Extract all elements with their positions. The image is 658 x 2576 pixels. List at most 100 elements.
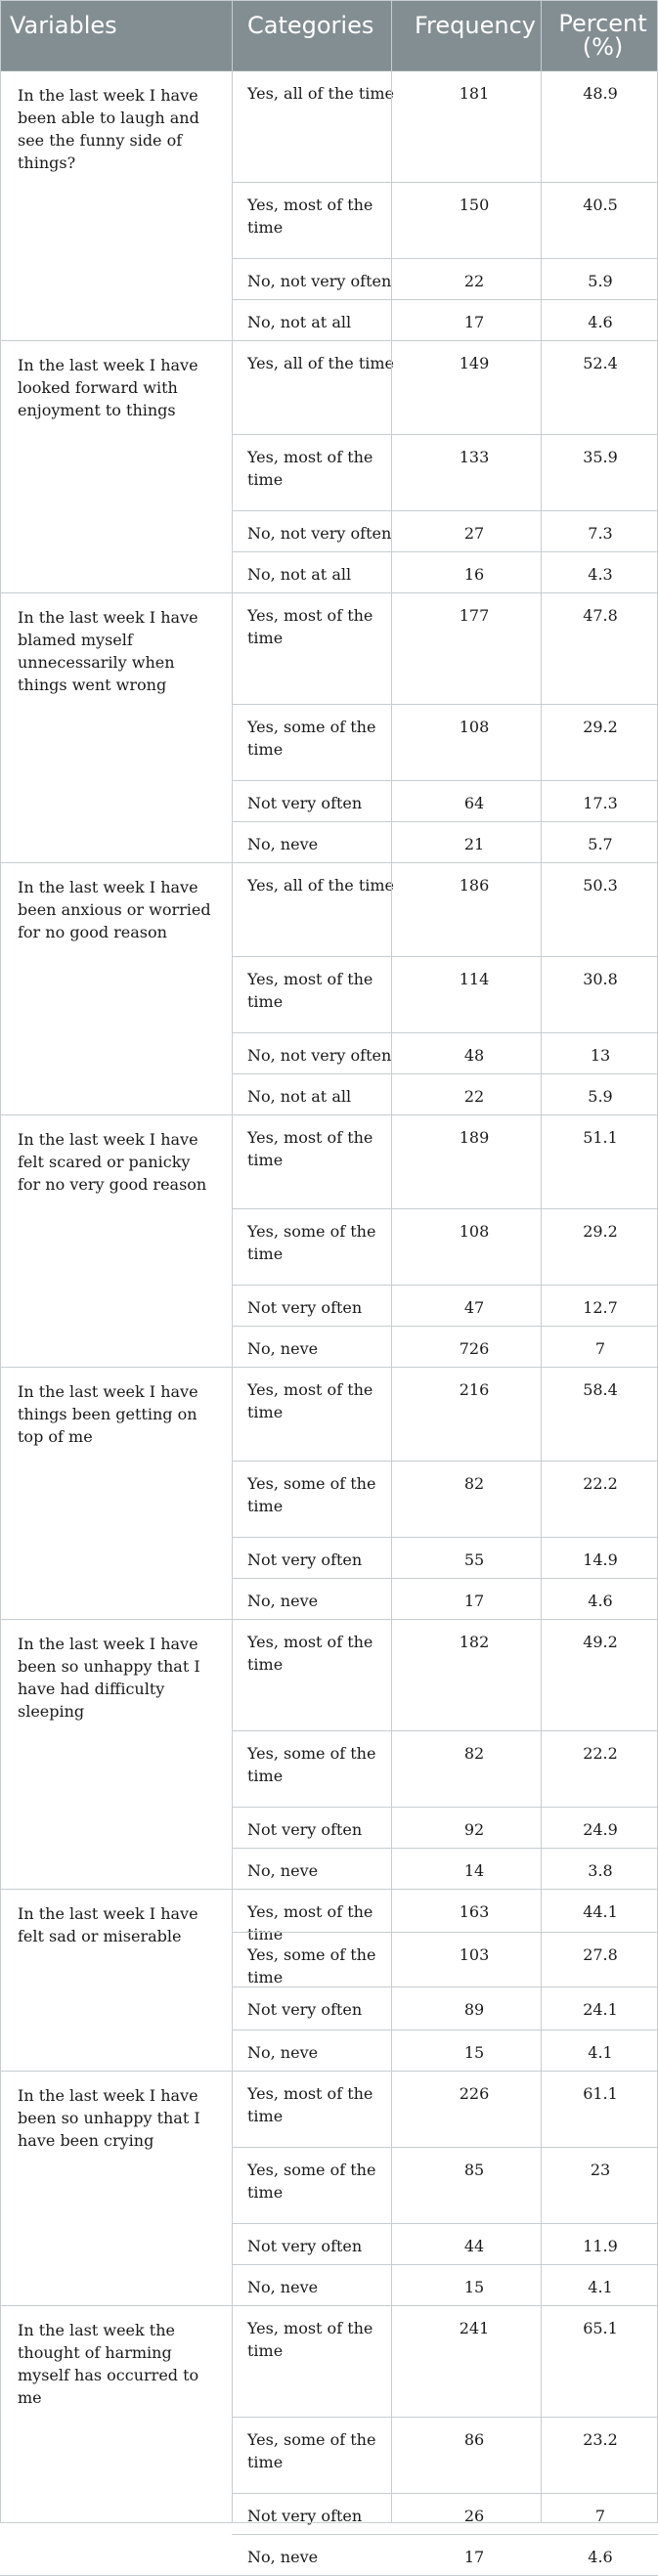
frequency-cell: 47 (463, 1298, 485, 1317)
category-cell: Yes, some of the time (247, 1945, 376, 1987)
percent-cell: 44.1 (583, 1902, 618, 1921)
percent-cell: 48.9 (583, 84, 618, 103)
frequency-cell: 114 (459, 970, 490, 988)
percent-cell: 51.1 (583, 1128, 618, 1147)
row-divider (232, 1073, 658, 1074)
frequency-cell: 22 (463, 1087, 485, 1106)
variable-label: In the last week the thought of harming … (18, 2321, 199, 2407)
percent-cell: 13 (590, 1046, 611, 1065)
category-cell: Yes, all of the time (247, 876, 394, 895)
group-divider (0, 1114, 658, 1115)
category-cell: Yes, some of the time (247, 1222, 376, 1263)
row-divider (232, 510, 658, 511)
row-divider (232, 821, 658, 822)
category-cell: No, not very often (247, 1046, 392, 1065)
category-cell: No, neve (247, 1592, 319, 1610)
variable-label: In the last week I have blamed myself un… (18, 608, 198, 694)
category-cell: Not very often (247, 1820, 363, 1839)
header-frequency: Frequency (415, 12, 536, 39)
group-divider (0, 2305, 658, 2306)
column-divider (232, 0, 233, 2522)
category-cell: Yes, most of the time (247, 1380, 373, 1421)
row-divider (232, 2264, 658, 2265)
percent-cell: 40.5 (583, 196, 618, 214)
percent-cell: 49.2 (583, 1633, 618, 1651)
variable-label: In the last week I have looked forward w… (18, 356, 198, 419)
frequency-cell: 27 (463, 524, 485, 543)
percent-cell: 30.8 (583, 970, 618, 988)
variable-label: In the last week I have been able to lau… (18, 86, 199, 172)
percent-cell: 27.8 (583, 1945, 618, 1964)
percent-cell: 7.3 (588, 524, 613, 543)
category-cell: No, neve (247, 835, 319, 853)
frequency-cell: 48 (463, 1046, 485, 1065)
category-cell: Not very often (247, 1550, 363, 1569)
row-divider (232, 956, 658, 957)
frequency-cell: 82 (463, 1474, 485, 1493)
category-cell: Yes, some of the time (247, 1744, 376, 1785)
category-cell: Yes, all of the time (247, 84, 394, 103)
frequency-cell: 108 (459, 1222, 490, 1241)
category-cell: Yes, most of the time (247, 2319, 373, 2360)
row-divider (232, 258, 658, 259)
category-cell: Yes, all of the time (247, 354, 394, 372)
percent-cell: 23.2 (583, 2430, 618, 2449)
row-divider (232, 182, 658, 183)
percent-cell: 11.9 (583, 2237, 618, 2255)
row-divider (232, 1461, 658, 1462)
percent-cell: 29.2 (583, 1222, 618, 1241)
percent-cell: 47.8 (583, 606, 618, 625)
frequency-cell: 16 (463, 565, 485, 584)
category-cell: Not very often (247, 1298, 363, 1317)
row-divider (232, 780, 658, 781)
frequency-cell: 133 (459, 448, 490, 466)
frequency-cell: 86 (463, 2430, 485, 2449)
percent-cell: 23 (590, 2161, 611, 2179)
variable-label: In the last week I have things been gett… (18, 1382, 198, 1446)
percent-cell: 22.2 (583, 1474, 618, 1493)
row-divider (232, 1807, 658, 1808)
percent-cell: 4.6 (588, 1592, 613, 1610)
table-header: Variables Categories Frequency Percent (… (0, 0, 658, 71)
frequency-cell: 17 (463, 313, 485, 331)
frequency-cell: 726 (459, 1339, 490, 1358)
category-cell: No, not at all (247, 313, 352, 331)
percent-cell: 24.1 (583, 2000, 618, 2019)
percent-cell: 58.4 (583, 1380, 618, 1399)
row-divider (232, 299, 658, 300)
frequency-cell: 22 (463, 272, 485, 290)
frequency-cell: 150 (459, 196, 490, 214)
percent-cell: 4.3 (588, 565, 613, 584)
frequency-cell: 108 (459, 718, 490, 736)
percent-cell: 17.3 (583, 794, 618, 812)
group-divider (0, 340, 658, 341)
group-divider (0, 2071, 658, 2072)
frequency-cell: 17 (463, 1592, 485, 1610)
column-divider (391, 0, 392, 2522)
category-cell: No, not very often (247, 272, 392, 290)
percent-cell: 50.3 (583, 876, 618, 895)
frequency-cell: 189 (459, 1128, 490, 1147)
frequency-cell: 14 (463, 1861, 485, 1880)
category-cell: Yes, most of the time (247, 1128, 373, 1169)
row-divider (232, 1326, 658, 1327)
category-cell: Not very often (247, 794, 363, 812)
category-cell: Not very often (247, 2000, 363, 2019)
frequency-cell: 241 (459, 2319, 490, 2337)
frequency-cell: 44 (463, 2237, 485, 2255)
frequency-cell: 15 (463, 2043, 485, 2062)
frequency-cell: 85 (463, 2161, 485, 2179)
frequency-cell: 89 (463, 2000, 485, 2019)
group-divider (0, 1889, 658, 1890)
percent-cell: 5.9 (588, 272, 613, 290)
category-cell: No, neve (247, 2278, 319, 2296)
category-cell: Yes, most of the time (247, 606, 373, 647)
row-divider (232, 1208, 658, 1209)
category-cell: Yes, some of the time (247, 2430, 376, 2471)
row-divider (232, 1578, 658, 1579)
percent-cell: 65.1 (583, 2319, 618, 2337)
variable-label: In the last week I have felt scared or p… (18, 1130, 207, 1194)
header-categories: Categories (247, 12, 374, 39)
frequency-cell: 181 (459, 84, 490, 103)
category-cell: Yes, some of the time (247, 1474, 376, 1515)
